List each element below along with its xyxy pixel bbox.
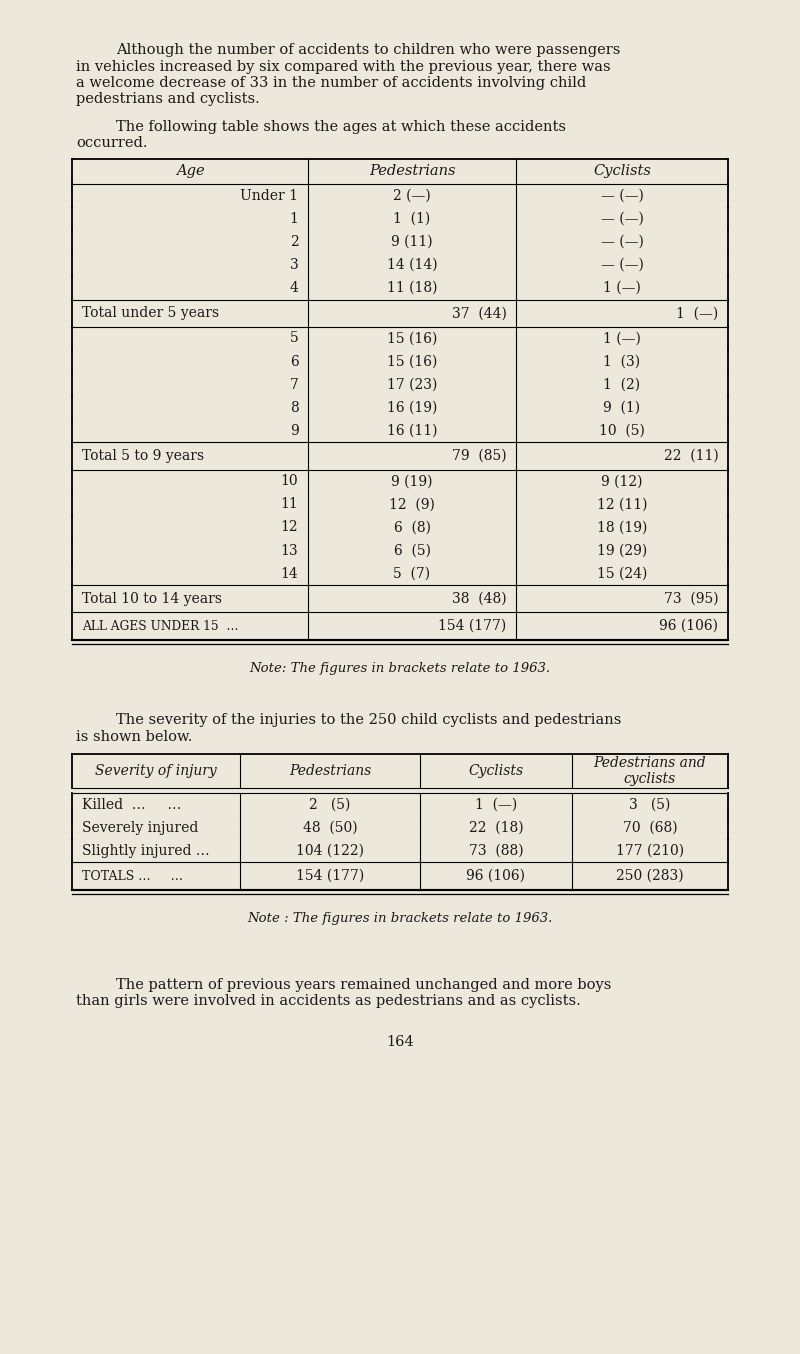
Text: Cyclists: Cyclists xyxy=(593,164,651,179)
Text: Pedestrians: Pedestrians xyxy=(369,164,455,179)
Text: Killed  …     …: Killed … … xyxy=(82,798,181,811)
Text: 1  (2): 1 (2) xyxy=(603,378,641,391)
Text: Severely injured: Severely injured xyxy=(82,821,198,834)
Text: 10  (5): 10 (5) xyxy=(599,424,645,437)
Text: 1 (—): 1 (—) xyxy=(603,332,641,345)
Text: pedestrians and cyclists.: pedestrians and cyclists. xyxy=(76,92,260,106)
Text: Age: Age xyxy=(176,164,204,179)
Text: Severity of injury: Severity of injury xyxy=(95,764,217,777)
Text: 48  (50): 48 (50) xyxy=(302,821,358,834)
Text: 6  (8): 6 (8) xyxy=(394,520,430,535)
Text: 14 (14): 14 (14) xyxy=(386,257,438,272)
Text: Pedestrians: Pedestrians xyxy=(289,764,371,777)
Text: 9: 9 xyxy=(290,424,298,437)
Text: 12  (9): 12 (9) xyxy=(389,497,435,512)
Text: 17 (23): 17 (23) xyxy=(387,378,437,391)
Text: 14: 14 xyxy=(281,566,298,581)
Text: TOTALS …     …: TOTALS … … xyxy=(82,869,182,883)
Text: 22  (11): 22 (11) xyxy=(664,450,718,463)
Text: 1 (—): 1 (—) xyxy=(603,282,641,295)
Text: 4: 4 xyxy=(290,282,298,295)
Text: a welcome decrease of 33 in the number of accidents involving child: a welcome decrease of 33 in the number o… xyxy=(76,76,586,89)
Text: 9  (1): 9 (1) xyxy=(603,401,641,414)
Text: 9 (19): 9 (19) xyxy=(391,474,433,489)
Text: Note: The figures in brackets relate to 1963.: Note: The figures in brackets relate to … xyxy=(250,662,550,674)
Text: 12 (11): 12 (11) xyxy=(597,497,647,512)
Text: 164: 164 xyxy=(386,1034,414,1049)
Text: — (—): — (—) xyxy=(601,257,643,272)
Text: 1  (1): 1 (1) xyxy=(394,211,430,226)
Text: Under 1: Under 1 xyxy=(240,188,298,203)
Text: 2: 2 xyxy=(290,234,298,249)
Text: Pedestrians and
cyclists: Pedestrians and cyclists xyxy=(594,756,706,785)
Text: 5: 5 xyxy=(290,332,298,345)
Text: 15 (16): 15 (16) xyxy=(387,355,437,368)
Text: 5  (7): 5 (7) xyxy=(394,566,430,581)
Text: 7: 7 xyxy=(290,378,298,391)
Text: Although the number of accidents to children who were passengers: Although the number of accidents to chil… xyxy=(116,43,620,57)
Text: 37  (44): 37 (44) xyxy=(451,306,506,321)
Text: 79  (85): 79 (85) xyxy=(452,450,506,463)
Text: than girls were involved in accidents as pedestrians and as cyclists.: than girls were involved in accidents as… xyxy=(76,994,581,1009)
Text: 3   (5): 3 (5) xyxy=(630,798,670,811)
Text: ALL AGES UNDER 15  …: ALL AGES UNDER 15 … xyxy=(82,620,238,632)
Text: 8: 8 xyxy=(290,401,298,414)
Text: 1  (—): 1 (—) xyxy=(676,306,718,321)
Text: 6  (5): 6 (5) xyxy=(394,543,430,558)
Text: 22  (18): 22 (18) xyxy=(469,821,523,834)
Text: 177 (210): 177 (210) xyxy=(616,844,684,858)
Text: 11: 11 xyxy=(281,497,298,512)
Text: 70  (68): 70 (68) xyxy=(622,821,678,834)
Text: 19 (29): 19 (29) xyxy=(597,543,647,558)
Text: 1  (3): 1 (3) xyxy=(603,355,641,368)
Text: The following table shows the ages at which these accidents: The following table shows the ages at wh… xyxy=(116,119,566,134)
Text: 2   (5): 2 (5) xyxy=(310,798,350,811)
Text: Slightly injured …: Slightly injured … xyxy=(82,844,210,858)
Text: in vehicles increased by six compared with the previous year, there was: in vehicles increased by six compared wi… xyxy=(76,60,610,73)
Text: 15 (16): 15 (16) xyxy=(387,332,437,345)
Text: 10: 10 xyxy=(281,474,298,489)
Text: 1  (—): 1 (—) xyxy=(475,798,517,811)
Text: Cyclists: Cyclists xyxy=(469,764,523,777)
Text: 9 (11): 9 (11) xyxy=(391,234,433,249)
Text: 9 (12): 9 (12) xyxy=(602,474,642,489)
Text: 6: 6 xyxy=(290,355,298,368)
Text: is shown below.: is shown below. xyxy=(76,730,192,743)
Text: 154 (177): 154 (177) xyxy=(438,619,506,634)
Text: 3: 3 xyxy=(290,257,298,272)
Text: 154 (177): 154 (177) xyxy=(296,869,364,883)
Text: 15 (24): 15 (24) xyxy=(597,566,647,581)
Text: — (—): — (—) xyxy=(601,211,643,226)
Text: 73  (88): 73 (88) xyxy=(469,844,523,858)
Text: 250 (283): 250 (283) xyxy=(616,869,684,883)
Text: 2 (—): 2 (—) xyxy=(393,188,431,203)
Text: 12: 12 xyxy=(281,520,298,535)
Text: The severity of the injuries to the 250 child cyclists and pedestrians: The severity of the injuries to the 250 … xyxy=(116,714,622,727)
Text: occurred.: occurred. xyxy=(76,137,147,150)
Text: 18 (19): 18 (19) xyxy=(597,520,647,535)
Text: Total 5 to 9 years: Total 5 to 9 years xyxy=(82,450,204,463)
Text: 13: 13 xyxy=(281,543,298,558)
Text: 96 (106): 96 (106) xyxy=(466,869,526,883)
Text: 38  (48): 38 (48) xyxy=(452,592,506,605)
Text: — (—): — (—) xyxy=(601,188,643,203)
Text: 96 (106): 96 (106) xyxy=(659,619,718,634)
Text: 73  (95): 73 (95) xyxy=(664,592,718,605)
Text: — (—): — (—) xyxy=(601,234,643,249)
Text: 11 (18): 11 (18) xyxy=(386,282,438,295)
Text: Total 10 to 14 years: Total 10 to 14 years xyxy=(82,592,222,605)
Text: Total under 5 years: Total under 5 years xyxy=(82,306,218,321)
Text: 1: 1 xyxy=(290,211,298,226)
Text: 16 (19): 16 (19) xyxy=(387,401,437,414)
Text: 104 (122): 104 (122) xyxy=(296,844,364,858)
Text: 16 (11): 16 (11) xyxy=(386,424,438,437)
Text: The pattern of previous years remained unchanged and more boys: The pattern of previous years remained u… xyxy=(116,978,611,992)
Text: Note : The figures in brackets relate to 1963.: Note : The figures in brackets relate to… xyxy=(247,911,553,925)
